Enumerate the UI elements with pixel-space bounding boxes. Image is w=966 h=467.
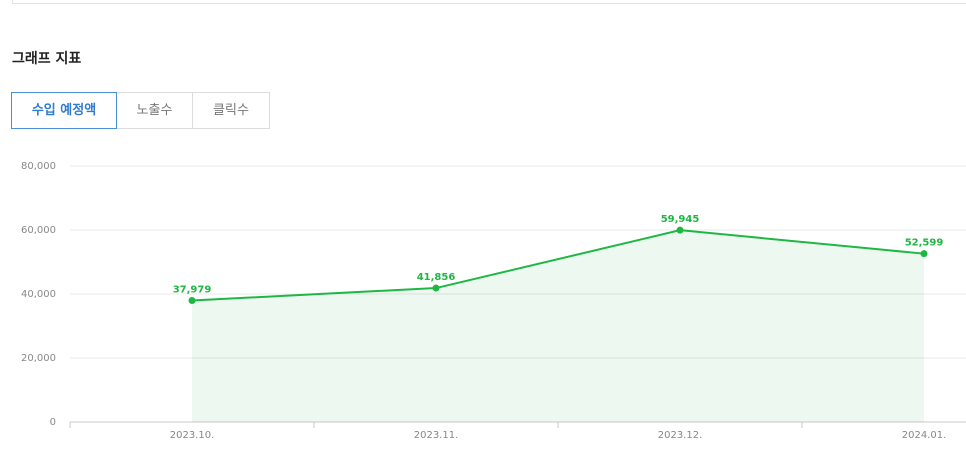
area (192, 230, 924, 422)
y-tick-label: 20,000 (21, 353, 56, 364)
x-tick-label: 2023.11. (414, 430, 459, 441)
point (188, 296, 196, 304)
y-tick-label: 80,000 (21, 161, 56, 172)
line (191, 229, 925, 302)
point (676, 226, 684, 234)
value-label: 41,856 (417, 272, 456, 283)
tab-bar: 수입 예정액 노출수 클릭수 (11, 92, 270, 129)
x-tick-label: 2024.01. (902, 430, 947, 441)
x-tick-label: 2023.10. (170, 430, 215, 441)
top-panel (12, 0, 966, 4)
point (432, 284, 440, 292)
section-title: 그래프 지표 (12, 51, 82, 67)
y-tick-label: 0 (50, 417, 56, 428)
value-label: 52,599 (905, 238, 944, 249)
tab[interactable]: 클릭수 (192, 92, 270, 129)
value-label: 37,979 (173, 284, 212, 295)
y-tick-label: 40,000 (21, 289, 56, 300)
point (920, 250, 928, 258)
tab[interactable]: 수입 예정액 (11, 92, 117, 129)
y-tick-label: 60,000 (21, 225, 56, 236)
x-tick-label: 2023.12. (658, 430, 703, 441)
value-label: 59,945 (661, 214, 700, 225)
